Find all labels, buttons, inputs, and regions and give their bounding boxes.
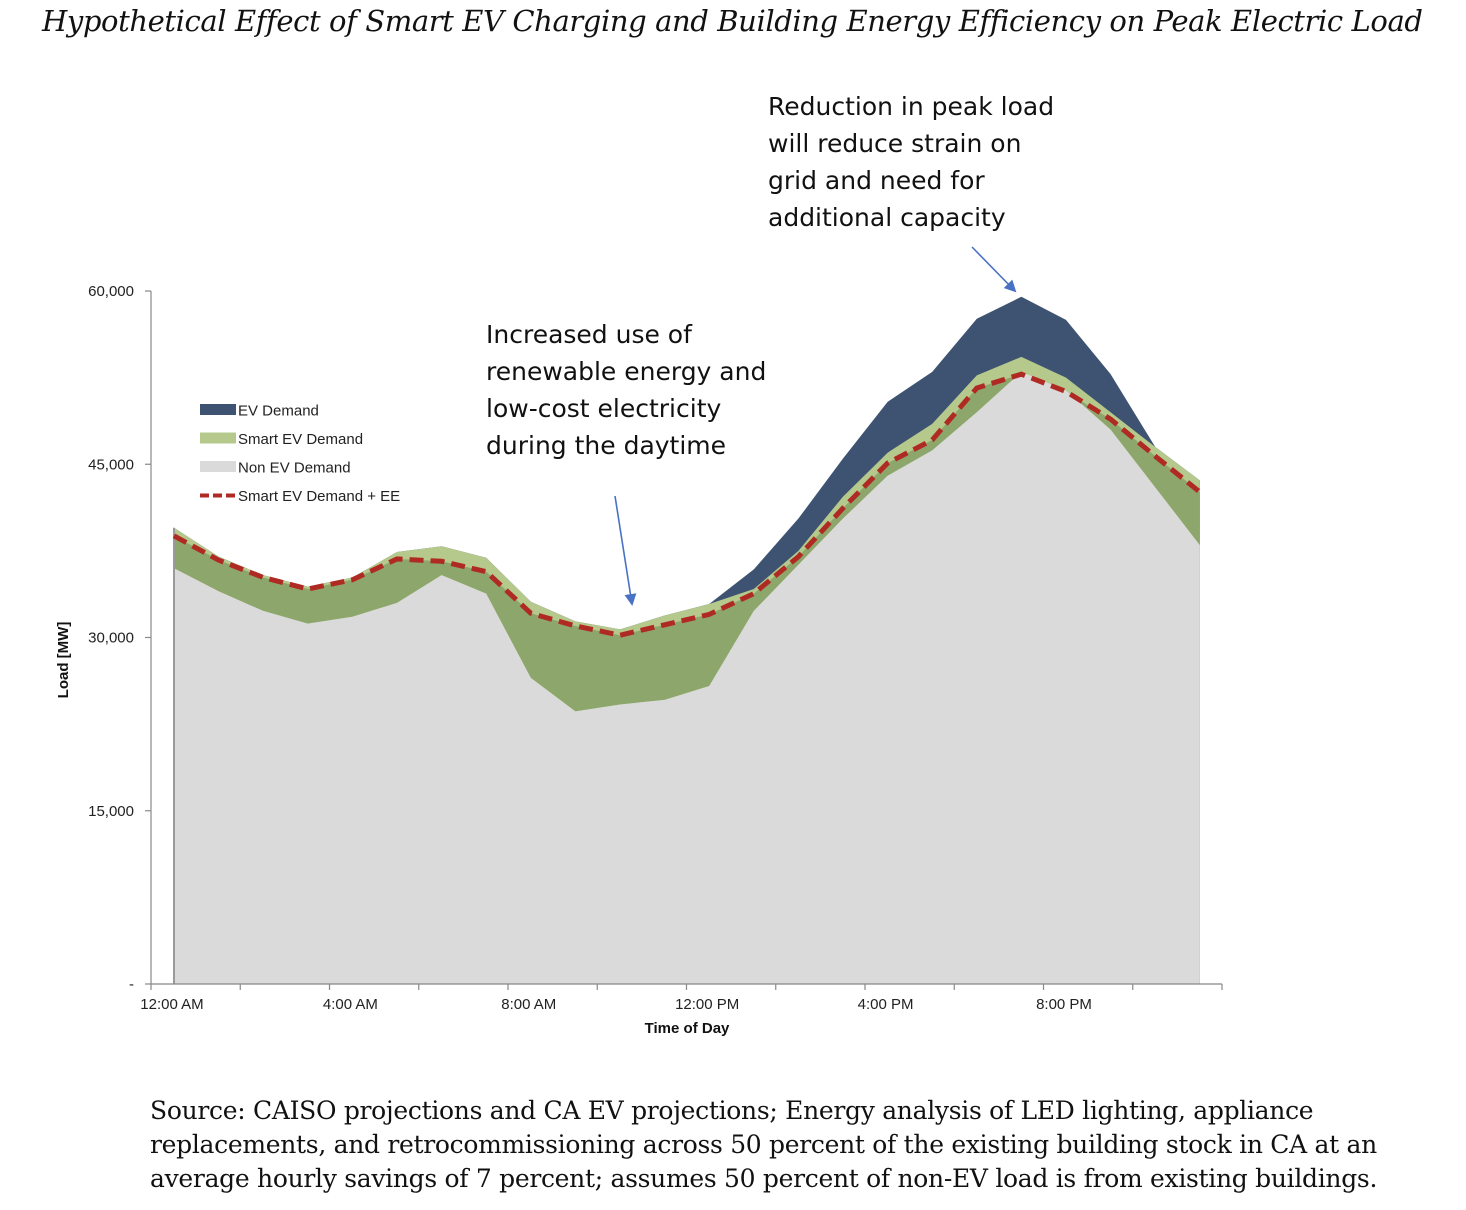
area-layers bbox=[173, 296, 1200, 985]
y-tick-label: 30,000 bbox=[88, 630, 134, 647]
annotation-peak-reduction: Reduction in peak load will reduce strai… bbox=[768, 92, 1055, 232]
x-tick-label: 12:00 AM bbox=[140, 996, 203, 1013]
x-tick-label: 4:00 AM bbox=[323, 996, 378, 1013]
legend-label: Smart EV Demand bbox=[238, 431, 363, 448]
legend-swatch bbox=[200, 461, 236, 472]
axes: - 15,000 30,000 45,000 60,000 12:00 AM 4:00 AM… bbox=[55, 283, 1223, 1037]
chart-title: Hypothetical Effect of Smart EV Charging… bbox=[42, 4, 1423, 38]
x-tick-label: 12:00 PM bbox=[675, 996, 739, 1013]
y-tick-label: 60,000 bbox=[88, 283, 134, 300]
line-layers bbox=[172, 371, 1202, 638]
x-tick-label: 4:00 PM bbox=[858, 996, 914, 1013]
y-axis-title: Load [MW] bbox=[55, 622, 72, 699]
annotation-daytime-renewables: Increased use of renewable energy and lo… bbox=[486, 320, 767, 460]
load-chart: - 15,000 30,000 45,000 60,000 12:00 AM 4:00 AM… bbox=[55, 246, 1223, 1037]
x-tick-label: 8:00 PM bbox=[1036, 996, 1092, 1013]
y-tick-label: 15,000 bbox=[88, 803, 134, 820]
legend-swatch bbox=[200, 432, 236, 444]
area-non-ev-demand bbox=[174, 371, 1200, 985]
legend-label: Smart EV Demand + EE bbox=[238, 488, 400, 505]
legend-label: EV Demand bbox=[238, 403, 319, 420]
area-smart-ev-efficiency-band bbox=[174, 371, 1200, 712]
x-tick-label: 8:00 AM bbox=[501, 996, 556, 1013]
source-note: Source: CAISO projections and CA EV proj… bbox=[150, 1096, 1378, 1193]
legend-swatch bbox=[200, 404, 236, 415]
legend-label: Non EV Demand bbox=[238, 460, 351, 477]
annotation-arrows bbox=[614, 246, 1017, 606]
line-smart-ev-demand-ee bbox=[172, 371, 1202, 638]
legend: EV Demand Smart EV Demand Non EV Demand Sma… bbox=[200, 403, 400, 505]
y-tick-label: 45,000 bbox=[88, 456, 134, 473]
arrow-daytime bbox=[614, 495, 637, 606]
arrow-peak bbox=[971, 246, 1017, 293]
x-axis-title: Time of Day bbox=[645, 1020, 730, 1037]
y-tick-label: - bbox=[129, 976, 134, 993]
